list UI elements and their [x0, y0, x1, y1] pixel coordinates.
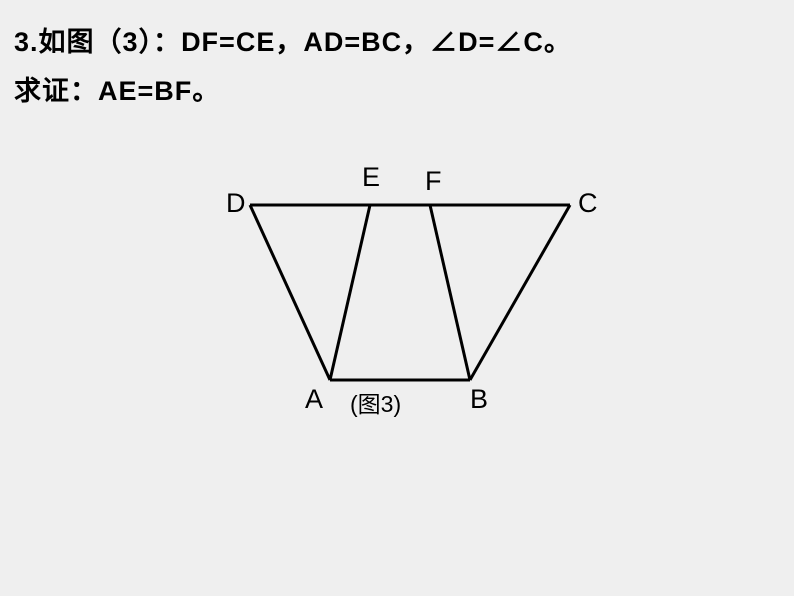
- problem-statement: 3.如图（3）：DF=CE，AD=BC，∠D=∠C。 求证：AE=BF。: [14, 18, 572, 115]
- label-B: B: [470, 384, 488, 414]
- line-FB: [430, 205, 470, 380]
- problem-line-2: 求证：AE=BF。: [14, 67, 572, 116]
- line-DA: [250, 205, 330, 380]
- given-3: ∠D=∠C: [430, 27, 544, 57]
- given-2: AD=BC: [303, 27, 402, 57]
- fig-number: 3: [123, 27, 139, 57]
- label-E: E: [362, 162, 380, 192]
- line-EA: [330, 205, 370, 380]
- geometry-figure: D E F C A B (图3): [190, 150, 630, 430]
- problem-number: 3.: [14, 27, 39, 57]
- period-2: 。: [192, 76, 220, 106]
- label-F: F: [425, 166, 442, 196]
- sep-1: ，: [275, 27, 303, 57]
- label-A: A: [305, 384, 323, 414]
- label-C: C: [578, 188, 598, 218]
- given-1: DF=CE: [181, 27, 275, 57]
- line-CB: [470, 205, 570, 380]
- period-1: 。: [544, 27, 572, 57]
- text-suffix: ）：: [139, 27, 182, 57]
- text-prefix: 如图（: [39, 27, 123, 57]
- figure-caption: (图3): [350, 391, 401, 417]
- figure-svg: D E F C A B (图3): [190, 150, 630, 430]
- prove-statement: AE=BF: [98, 76, 192, 106]
- problem-line-1: 3.如图（3）：DF=CE，AD=BC，∠D=∠C。: [14, 18, 572, 67]
- label-D: D: [226, 188, 246, 218]
- prove-prefix: 求证：: [14, 76, 98, 106]
- sep-2: ，: [402, 27, 430, 57]
